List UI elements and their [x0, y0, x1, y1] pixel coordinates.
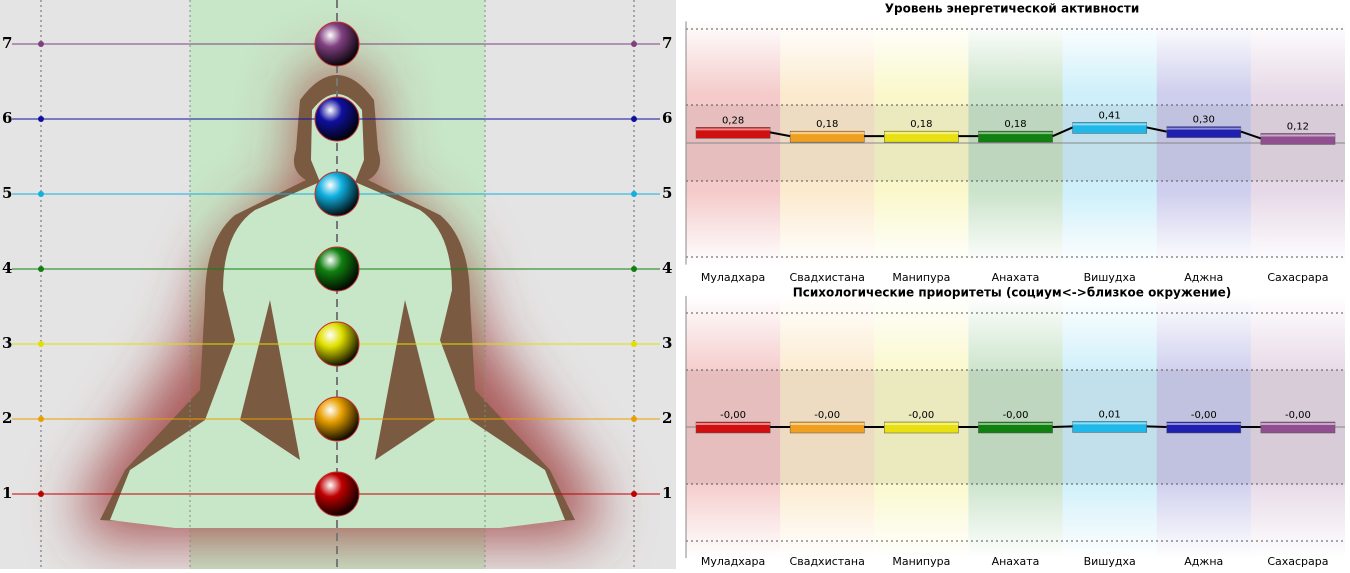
level-label: 6: [662, 109, 672, 127]
level-label: 4: [2, 259, 12, 277]
category-label: Свадхистана: [790, 271, 865, 284]
category-label: Свадхистана: [790, 555, 865, 568]
level-label: 2: [2, 409, 12, 427]
category-label: Манипура: [892, 555, 950, 568]
level-dot: [38, 341, 44, 347]
bar: [978, 130, 1053, 143]
category-label: Муладхара: [701, 271, 765, 284]
connector: [1146, 425, 1167, 428]
bar: [1166, 421, 1242, 434]
value-label: 0,30: [1193, 115, 1215, 126]
connector: [1052, 126, 1073, 138]
level-label: 7: [2, 34, 12, 52]
category-label: Манипура: [892, 271, 950, 284]
value-label: 0,28: [722, 115, 744, 126]
level-dot: [38, 41, 44, 47]
value-label: -0,00: [814, 410, 840, 421]
bar: [978, 421, 1053, 434]
category-label: Вишудха: [1084, 271, 1136, 284]
value-label: 0,18: [1004, 119, 1026, 130]
value-label: -0,00: [1191, 410, 1217, 421]
category-label: Анахата: [992, 271, 1040, 284]
chakra-sphere: [314, 471, 360, 517]
value-label: -0,00: [1003, 410, 1029, 421]
level-dot: [631, 491, 637, 497]
level-label: 5: [662, 184, 672, 202]
category-label: Сахасрара: [1267, 271, 1328, 284]
level-dot: [38, 491, 44, 497]
value-label: 0,41: [1099, 110, 1121, 121]
level-label: 3: [662, 334, 672, 352]
chart-title: Уровень энергетической активности: [885, 2, 1139, 16]
category-label: Аджна: [1184, 555, 1223, 568]
level-label: 4: [662, 259, 672, 277]
level-dot: [38, 116, 44, 122]
connector: [1240, 130, 1262, 140]
chakra-sphere: [314, 396, 360, 442]
chakra-sphere: [314, 246, 360, 292]
value-label: -0,00: [720, 410, 746, 421]
category-label: Сахасрара: [1267, 555, 1328, 568]
category-label: Аджна: [1184, 271, 1223, 284]
level-dot: [631, 116, 637, 122]
level-label: 5: [2, 184, 12, 202]
chakra-sphere: [314, 21, 360, 67]
category-label: Анахата: [992, 555, 1040, 568]
level-label: 2: [662, 409, 672, 427]
chakra-sphere: [314, 96, 360, 142]
level-dot: [631, 416, 637, 422]
level-dot: [38, 266, 44, 272]
level-dot: [631, 191, 637, 197]
category-label: Муладхара: [701, 555, 765, 568]
arm-gap: [240, 300, 435, 460]
level-label: 3: [2, 334, 12, 352]
value-label: 0,01: [1099, 409, 1121, 420]
value-label: -0,00: [908, 410, 934, 421]
value-label: 0,18: [816, 119, 838, 130]
level-dot: [631, 266, 637, 272]
category-label: Вишудха: [1084, 555, 1136, 568]
bar: [1260, 421, 1336, 434]
bar: [1260, 133, 1336, 145]
level-dot: [631, 341, 637, 347]
level-label: 6: [2, 109, 12, 127]
value-label: 0,18: [910, 119, 932, 130]
level-dot: [631, 41, 637, 47]
level-label: 1: [2, 484, 12, 502]
value-label: 0,12: [1287, 121, 1309, 132]
connector: [769, 131, 791, 138]
level-dot: [38, 191, 44, 197]
level-dot: [38, 416, 44, 422]
level-label: 7: [662, 34, 672, 52]
chakra-sphere: [314, 171, 360, 217]
connector: [1052, 425, 1073, 428]
value-label: -0,00: [1285, 410, 1311, 421]
level-label: 1: [662, 484, 672, 502]
chart-title: Психологические приоритеты (социум<->бли…: [793, 286, 1232, 300]
chakra-sphere: [314, 321, 360, 367]
connector: [1146, 126, 1167, 133]
